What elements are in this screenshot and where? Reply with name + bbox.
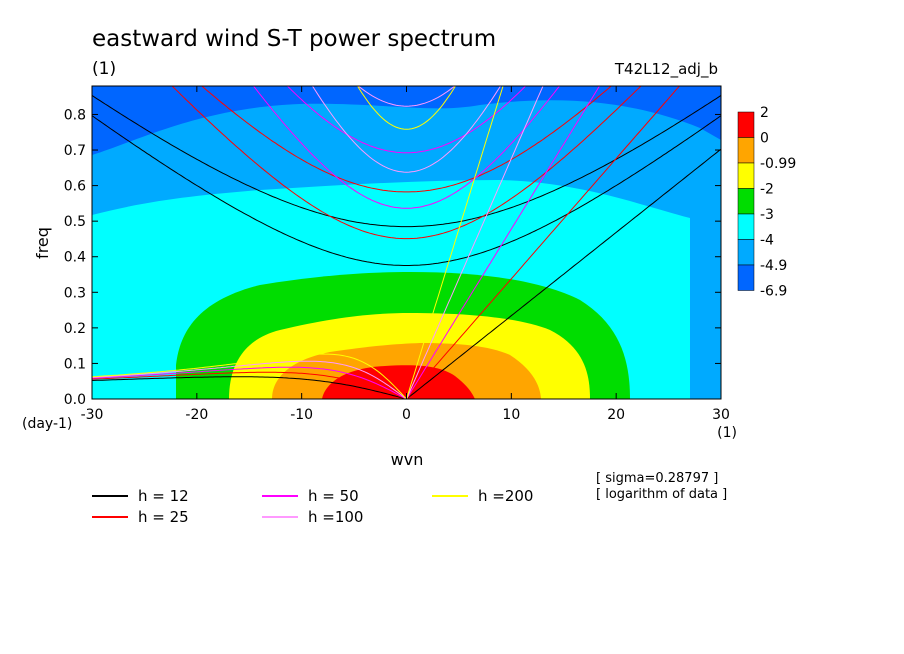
dispersion-curve-er bbox=[92, 371, 407, 399]
x-tick-label: -10 bbox=[290, 407, 313, 423]
dispersion-curves bbox=[92, 86, 721, 399]
colorbar-label: -0.99 bbox=[760, 156, 796, 172]
dispersion-curve-ig1 bbox=[356, 86, 457, 130]
colorbar-label: -4.9 bbox=[760, 258, 787, 274]
dispersion-curve-ig1 bbox=[311, 86, 502, 173]
run-label: T42L12_adj_b bbox=[614, 60, 718, 79]
dispersion-curve-ig2 bbox=[357, 86, 456, 107]
colorbar-swatch bbox=[737, 239, 755, 266]
colorbar-swatch bbox=[737, 111, 755, 138]
x-axis: -30 -20 -10 0 10 20 30 bbox=[81, 86, 730, 423]
legend-label: h = 25 bbox=[138, 508, 189, 526]
y-tick-label: 0.6 bbox=[64, 179, 86, 195]
y-tick-label: 0.5 bbox=[64, 214, 86, 230]
dispersion-curve-kelvin bbox=[406, 86, 504, 399]
x-tick-label: -30 bbox=[81, 407, 104, 423]
y-tick-label: 0.2 bbox=[64, 321, 86, 337]
y-tick-label: 0.7 bbox=[64, 143, 86, 159]
x-tick-label: 10 bbox=[502, 407, 520, 423]
y-tick-label: 0.4 bbox=[64, 250, 86, 266]
y-axis-label: freq bbox=[33, 227, 52, 259]
x-tick-label: 30 bbox=[712, 407, 730, 423]
y-tick-label: 0.3 bbox=[64, 285, 86, 301]
colorbar-label: -4 bbox=[760, 233, 774, 249]
dispersion-curve-er bbox=[92, 360, 407, 399]
note-sigma: [ sigma=0.28797 ] bbox=[596, 471, 718, 486]
x-axis-label: wvn bbox=[391, 450, 424, 469]
legend-label: h = 50 bbox=[308, 487, 359, 505]
colorbar-label: 2 bbox=[760, 105, 769, 121]
x-tick-label: 20 bbox=[607, 407, 625, 423]
colorbar-label: -3 bbox=[760, 207, 774, 223]
dispersion-curve-ig1 bbox=[92, 115, 721, 266]
dispersion-curve-ig1 bbox=[252, 86, 561, 209]
y-axis-unit: (day-1) bbox=[22, 416, 72, 432]
chart-subtitle: (1) bbox=[92, 59, 116, 79]
colorbar-label: -2 bbox=[760, 182, 774, 198]
colorbar-swatch bbox=[737, 188, 755, 215]
x-tick-label: 0 bbox=[402, 407, 411, 423]
y-axis: 0.0 0.1 0.2 0.3 0.4 0.5 0.6 0.7 0.8 bbox=[64, 107, 721, 408]
dispersion-curve-er bbox=[92, 366, 407, 399]
y-tick-label: 0.1 bbox=[64, 356, 86, 372]
dispersion-curve-er bbox=[92, 353, 407, 399]
dispersion-curve-kelvin bbox=[406, 86, 544, 399]
y-tick-label: 0.0 bbox=[64, 392, 86, 408]
y-tick-label: 0.8 bbox=[64, 107, 86, 123]
colorbar: 2 0 -0.99 -2 -3 -4 -4.9 -6.9 bbox=[737, 105, 796, 300]
dispersion-curve-ig1 bbox=[171, 86, 642, 240]
plot-area bbox=[92, 86, 721, 399]
x-tick-label: -20 bbox=[185, 407, 208, 423]
dispersion-curve-kelvin bbox=[406, 148, 721, 399]
legend-label: h =100 bbox=[308, 508, 363, 526]
colorbar-swatch bbox=[737, 137, 755, 164]
dispersion-curve-kelvin bbox=[406, 86, 681, 399]
contour-band-0 bbox=[322, 365, 475, 399]
chart-title: eastward wind S-T power spectrum bbox=[92, 26, 496, 52]
dispersion-curve-er bbox=[92, 376, 407, 399]
legend-label: h =200 bbox=[478, 487, 533, 505]
dispersion-curve-kelvin bbox=[406, 86, 601, 399]
x-axis-unit: (1) bbox=[717, 425, 737, 441]
legend: h = 12 h = 25 h = 50 h =100 h =200 bbox=[92, 487, 533, 526]
colorbar-swatch bbox=[737, 162, 755, 189]
colorbar-swatch bbox=[737, 264, 755, 291]
dispersion-curve-ig2 bbox=[286, 86, 527, 154]
note-log: [ logarithm of data ] bbox=[596, 487, 727, 502]
dispersion-curve-ig2 bbox=[201, 86, 612, 193]
colorbar-label: 0 bbox=[760, 131, 769, 147]
colorbar-label: -6.9 bbox=[760, 284, 787, 300]
colorbar-swatch bbox=[737, 213, 755, 240]
legend-label: h = 12 bbox=[138, 487, 189, 505]
